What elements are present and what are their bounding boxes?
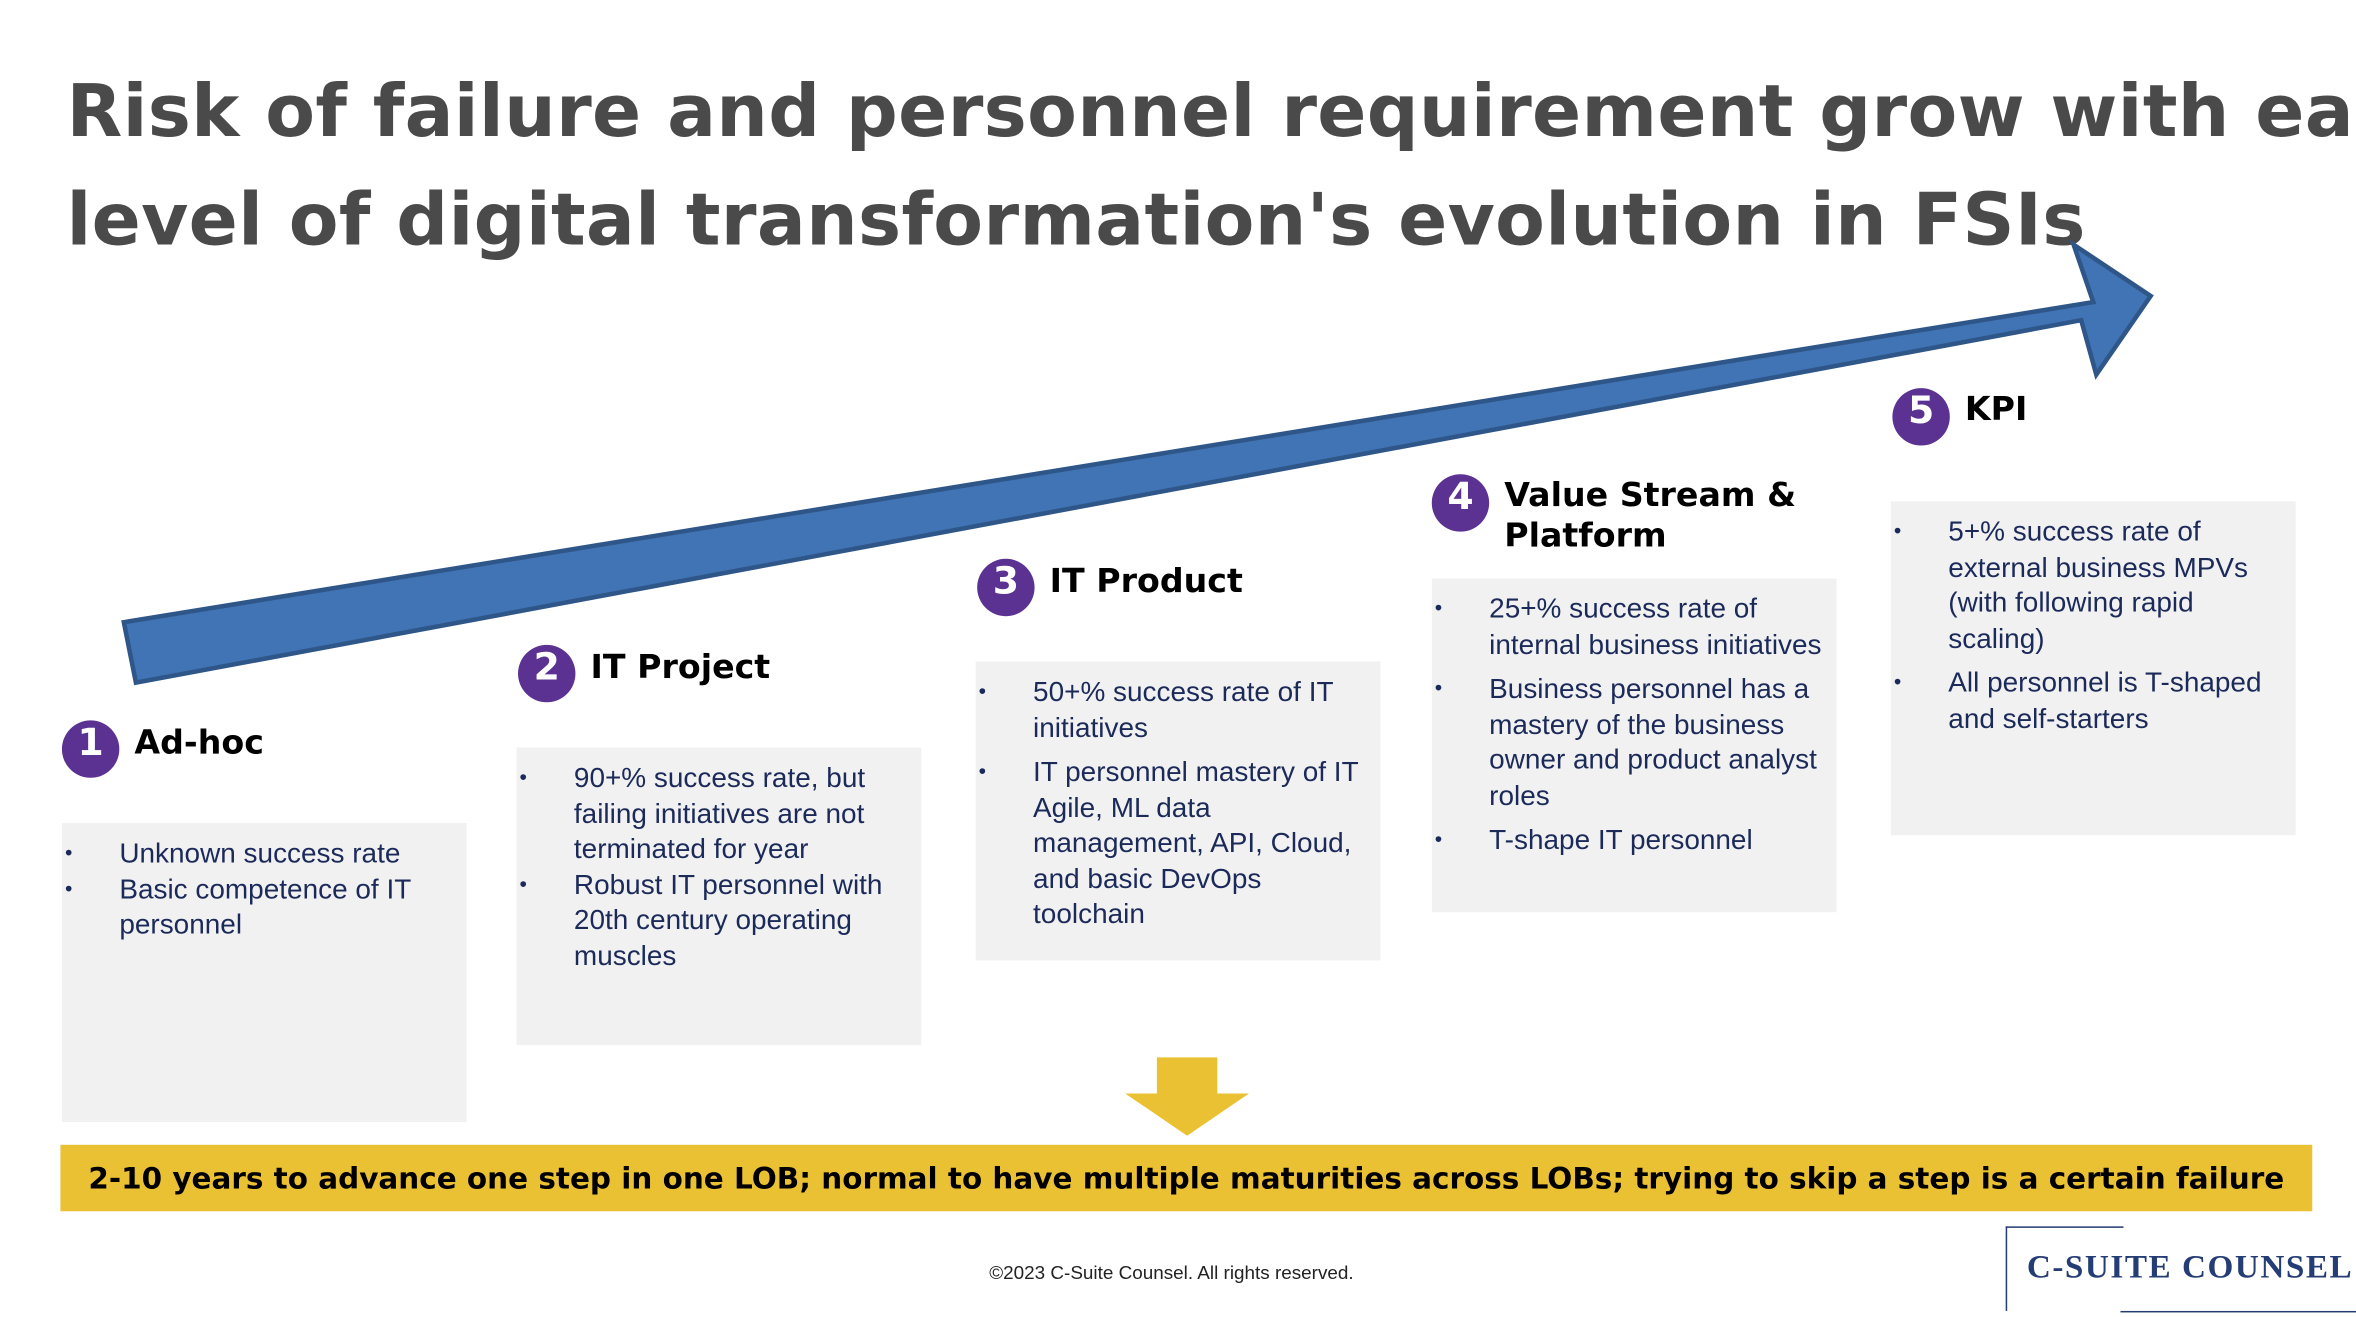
step-1-number-badge: 1: [61, 720, 120, 778]
step-2-bullet-2: Robust IT personnel with 20th century op…: [517, 866, 913, 972]
step-3-bullet-2: IT personnel mastery of IT Agile, ML dat…: [976, 754, 1372, 931]
step-2-bullet-1: 90+% success rate, but failing initiativ…: [517, 760, 913, 866]
step-4-title: Value Stream & Platform: [1504, 476, 1796, 558]
step-1-bullet-1: Unknown success rate: [62, 835, 458, 870]
step-4-bullet-1: 25+% success rate of internal business i…: [1432, 591, 1828, 662]
step-4-bullet-3: T-shape IT personnel: [1432, 822, 1828, 857]
logo-frame-bottom: [2120, 1310, 2356, 1313]
step-5-title: KPI: [1964, 391, 2028, 429]
summary-banner-text: 2-10 years to advance one step in one LO…: [88, 1160, 2285, 1196]
step-3-box: 50+% success rate of IT initiatives IT p…: [975, 661, 1381, 961]
step-4-box: 25+% success rate of internal business i…: [1431, 578, 1837, 913]
step-2-title: IT Project: [590, 649, 771, 688]
step-3-number-badge: 3: [977, 558, 1035, 617]
step-2-header: 2 IT Project: [518, 644, 771, 703]
step-5-number-badge: 5: [1892, 388, 1950, 446]
logo-frame-left: [2005, 1226, 2008, 1311]
step-3-header: 3 IT Product: [977, 558, 1243, 617]
step-4-title-line-2: Platform: [1504, 518, 1667, 556]
step-4-title-line-1: Value Stream &: [1504, 477, 1797, 516]
step-5-header: 5 KPI: [1892, 388, 2028, 446]
copyright-text: ©2023 C-Suite Counsel. All rights reserv…: [989, 1262, 1354, 1284]
step-1-header: 1 Ad-hoc: [61, 720, 264, 778]
step-5-bullet-2: All personnel is T-shaped and self-start…: [1891, 665, 2287, 736]
logo-frame-top: [2005, 1226, 2124, 1228]
logo-text: C-SUITE COUNSEL: [2026, 1247, 2354, 1286]
step-3-title: IT Product: [1049, 563, 1243, 602]
step-4-number-badge: 4: [1431, 474, 1490, 532]
step-5-bullet-1: 5+% success rate of external business MP…: [1891, 514, 2287, 656]
step-1-title: Ad-hoc: [134, 724, 264, 763]
summary-banner: 2-10 years to advance one step in one LO…: [60, 1144, 2313, 1212]
step-2-box: 90+% success rate, but failing initiativ…: [516, 747, 922, 1046]
step-1-box: Unknown success rate Basic competence of…: [61, 823, 467, 1123]
step-1-bullet-2: Basic competence of IT personnel: [62, 871, 458, 942]
down-arrow-icon: [1125, 1057, 1250, 1136]
slide-title: Risk of failure and personnel requiremen…: [66, 57, 2356, 274]
slide-title-line-1: Risk of failure and personnel requiremen…: [66, 69, 2356, 155]
step-4-bullet-2: Business personnel has a mastery of the …: [1432, 671, 1828, 813]
step-5-box: 5+% success rate of external business MP…: [1890, 501, 2296, 836]
slide-title-line-2: level of digital transformation's evolut…: [66, 178, 2086, 263]
step-3-bullet-1: 50+% success rate of IT initiatives: [976, 674, 1372, 745]
c-suite-counsel-logo: C-SUITE COUNSEL: [2003, 1223, 2356, 1317]
step-2-number-badge: 2: [518, 644, 576, 703]
step-4-header: 4 Value Stream & Platform: [1431, 474, 1796, 558]
